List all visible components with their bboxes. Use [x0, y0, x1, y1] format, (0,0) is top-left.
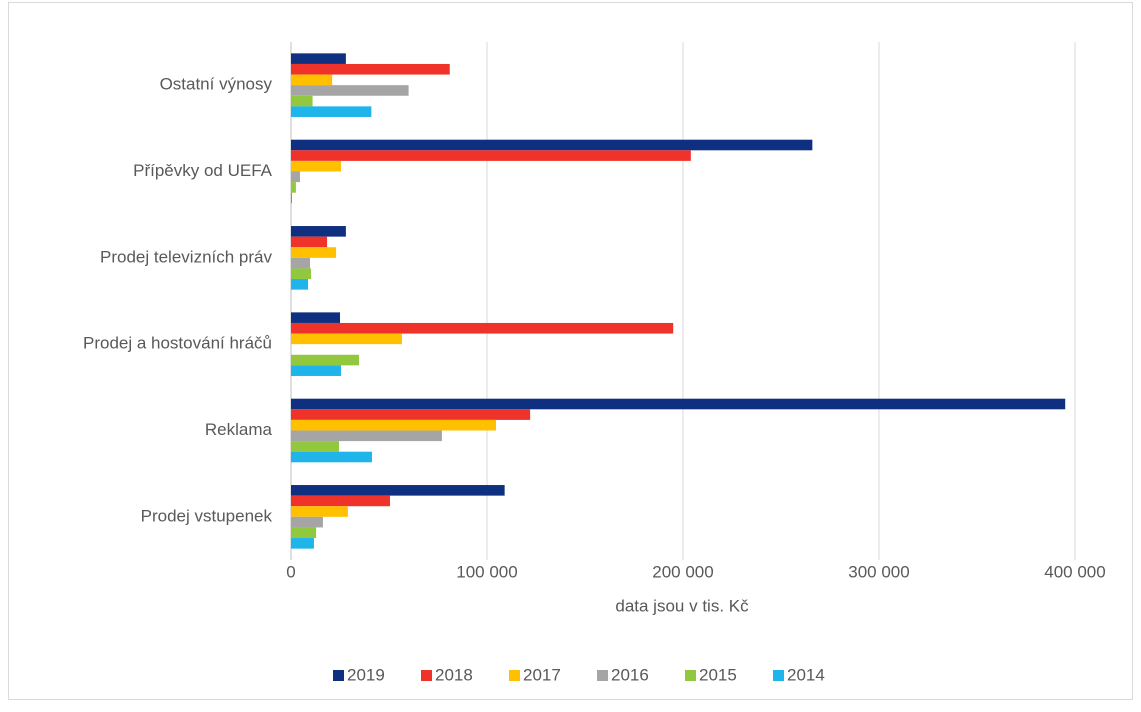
x-tick-label: 300 000 [848, 562, 909, 581]
x-tick-label: 400 000 [1044, 562, 1105, 581]
bar [291, 506, 348, 517]
bar [291, 527, 317, 539]
bar [291, 495, 390, 507]
x-tick-label: 0 [286, 562, 295, 581]
bar [291, 268, 311, 280]
legend-swatch [421, 670, 432, 681]
bar [291, 236, 328, 248]
bar [291, 451, 372, 463]
bar [291, 150, 691, 161]
bar [291, 333, 402, 345]
bar [291, 95, 313, 107]
legend-swatch [685, 670, 696, 681]
bar [291, 247, 337, 258]
y-tick-label: Ostatní výnosy [160, 75, 273, 94]
bar [291, 192, 292, 204]
bar [291, 312, 340, 323]
bar [291, 398, 1066, 410]
y-tick-label: Prodej vstupenek [141, 506, 273, 525]
bar [291, 160, 341, 172]
x-axis-label: data jsou v tis. Kč [615, 596, 749, 615]
bar [291, 441, 340, 452]
legend-label: 2018 [435, 665, 473, 684]
bar [291, 63, 450, 75]
legend-label: 2017 [523, 665, 561, 684]
bar [291, 516, 323, 528]
bar [291, 139, 813, 151]
legend-label: 2019 [347, 665, 385, 684]
bar [291, 106, 372, 117]
bar [291, 419, 497, 431]
bar [291, 279, 309, 290]
legend-swatch [773, 670, 784, 681]
bar [291, 365, 341, 376]
legend-label: 2016 [611, 665, 649, 684]
chart-border [8, 2, 1133, 700]
bar [291, 257, 311, 269]
y-tick-label: Prodej a hostování hráčů [83, 334, 272, 353]
legend-label: 2015 [699, 665, 737, 684]
bar [291, 354, 360, 366]
bar [291, 171, 301, 183]
bar [291, 85, 409, 96]
y-tick-label: Prodej televizních práv [100, 247, 272, 266]
bar [291, 53, 346, 64]
bar [291, 74, 333, 86]
bar [291, 226, 346, 237]
bar [291, 538, 314, 549]
bar [291, 322, 674, 334]
bar [291, 485, 505, 496]
y-tick-label: Reklama [205, 420, 273, 439]
legend-label: 2014 [787, 665, 825, 684]
bar [291, 409, 531, 420]
legend-swatch [597, 670, 608, 681]
legend-swatch [509, 670, 520, 681]
bar [291, 430, 442, 442]
bar [291, 182, 296, 193]
legend-swatch [333, 670, 344, 681]
x-tick-label: 200 000 [652, 562, 713, 581]
x-tick-label: 100 000 [456, 562, 517, 581]
y-tick-label: Přípěvky od UEFA [133, 161, 273, 180]
